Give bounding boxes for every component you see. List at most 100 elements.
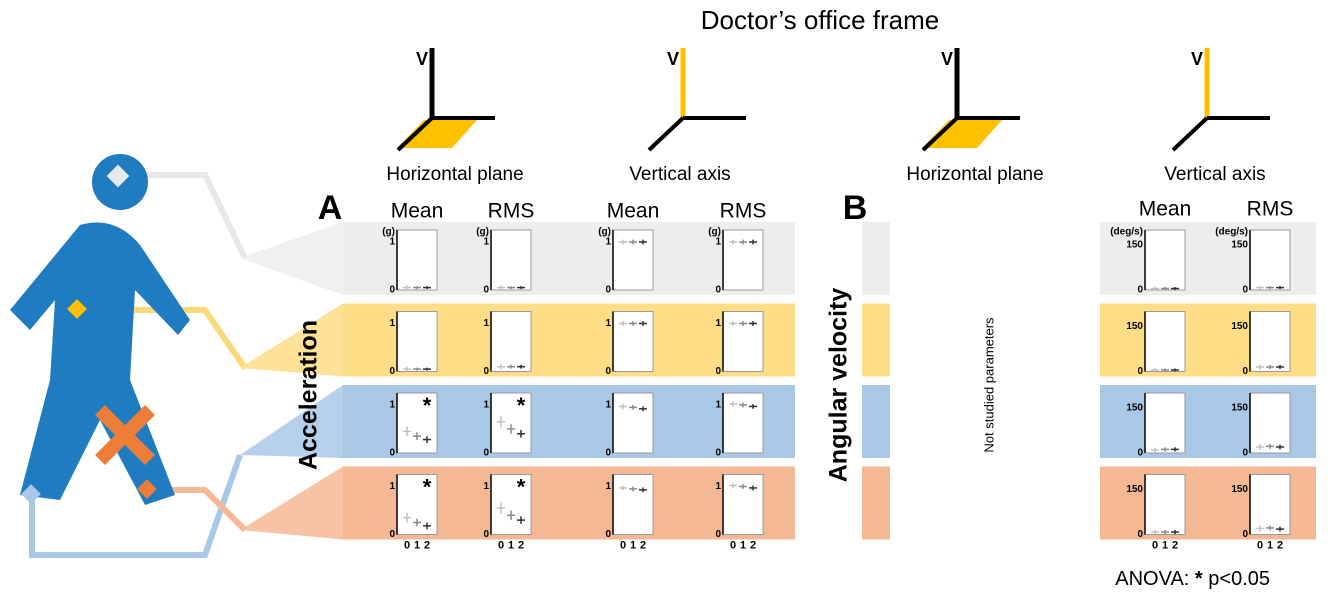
fan	[240, 467, 343, 540]
y-tick-label: 1	[605, 318, 611, 329]
x-tick-label: 0	[1257, 539, 1263, 551]
y-tick-label: 1	[605, 400, 611, 411]
x-tick-label: 2	[1172, 539, 1178, 551]
y-tick-label: 0	[1242, 366, 1248, 377]
x-tick-label: 1	[1162, 539, 1168, 551]
significance: *	[423, 393, 432, 418]
plane	[397, 120, 477, 148]
axis-label: V	[667, 49, 679, 69]
plane	[922, 120, 1002, 148]
y-tick-label: 150	[1231, 321, 1248, 332]
y-tick-label: 150	[1126, 321, 1143, 332]
y-tick-label: 0	[389, 366, 395, 377]
unit-label: (deg/s)	[1110, 227, 1143, 238]
plot-box	[1250, 230, 1290, 290]
x-tick-label: 2	[424, 539, 430, 551]
y-tick-label: 1	[715, 481, 721, 492]
y-tick-label: 0	[483, 448, 489, 459]
row-label: Acceleration	[295, 320, 323, 470]
x-tick-label: 0	[620, 539, 626, 551]
plot-box	[1145, 230, 1185, 290]
y-tick-label: 1	[483, 318, 489, 329]
plot-box	[491, 312, 531, 372]
y-tick-label: 0	[605, 448, 611, 459]
y-tick-label: 1	[715, 318, 721, 329]
walker	[10, 154, 245, 555]
y-tick-label: 0	[1242, 285, 1248, 296]
y-tick-label: 1	[389, 481, 395, 492]
y-tick-label: 1	[483, 237, 489, 248]
y-tick-label: 0	[1137, 285, 1143, 296]
plot-box	[397, 312, 437, 372]
figure: Doctor’s office frame ANOVA: * p<0.05 V H…	[0, 0, 1329, 597]
unit-label: (g)	[382, 227, 395, 238]
frame-label: Horizontal plane	[906, 164, 1043, 185]
title: Doctor’s office frame	[701, 5, 939, 35]
column-label: RMS	[1247, 198, 1294, 221]
plot-box	[613, 393, 653, 453]
x-tick-label: 1	[630, 539, 636, 551]
plot-box	[397, 230, 437, 290]
axis	[1173, 118, 1207, 150]
y-tick-label: 1	[605, 237, 611, 248]
panel-letter: B	[843, 189, 868, 227]
y-tick-label: 0	[1242, 529, 1248, 540]
plot-box	[723, 475, 763, 535]
axis	[649, 118, 683, 150]
x-tick-label: 2	[750, 539, 756, 551]
y-tick-label: 0	[483, 529, 489, 540]
y-tick-label: 150	[1231, 403, 1248, 414]
y-tick-label: 150	[1126, 484, 1143, 495]
unit-label: (g)	[476, 227, 489, 238]
unit-label: (deg/s)	[1215, 227, 1248, 238]
y-tick-label: 150	[1231, 240, 1248, 251]
y-tick-label: 1	[389, 318, 395, 329]
x-tick-label: 0	[404, 539, 410, 551]
y-tick-label: 0	[605, 366, 611, 377]
row-band	[862, 222, 890, 295]
column-label: RMS	[720, 200, 767, 223]
axis-label: V	[941, 49, 953, 69]
footer-star: *	[1195, 568, 1203, 590]
x-tick-label: 1	[414, 539, 420, 551]
column-label: Mean	[1139, 198, 1192, 221]
x-tick-label: 2	[1277, 539, 1283, 551]
plot-box	[613, 312, 653, 372]
y-tick-label: 1	[715, 400, 721, 411]
y-tick-label: 0	[605, 285, 611, 296]
footer: ANOVA: * p<0.05	[1115, 568, 1270, 590]
row-band	[862, 467, 890, 540]
axis-label: V	[1191, 49, 1203, 69]
y-tick-label: 0	[605, 529, 611, 540]
frame-label: Horizontal plane	[386, 164, 523, 185]
footer-text: p<0.05	[1208, 568, 1270, 590]
y-tick-label: 0	[389, 448, 395, 459]
plot-box	[1250, 312, 1290, 372]
y-tick-label: 0	[1137, 366, 1143, 377]
significance: *	[423, 474, 432, 499]
x-tick-label: 2	[518, 539, 524, 551]
y-tick-label: 0	[715, 529, 721, 540]
fan	[240, 222, 343, 295]
y-tick-label: 150	[1231, 484, 1248, 495]
y-tick-label: 0	[389, 529, 395, 540]
row-band	[862, 304, 890, 377]
plot-box	[723, 312, 763, 372]
column-label: Mean	[607, 200, 660, 223]
y-tick-label: 0	[715, 448, 721, 459]
x-tick-label: 0	[498, 539, 504, 551]
unit-label: (g)	[708, 227, 721, 238]
note: Not studied parameters	[981, 317, 996, 453]
unit-label: (g)	[598, 227, 611, 238]
significance: *	[517, 474, 526, 499]
x-tick-label: 1	[740, 539, 746, 551]
plot-box	[723, 393, 763, 453]
axis-label: V	[416, 49, 428, 69]
significance: *	[517, 393, 526, 418]
plot-box	[1145, 393, 1185, 453]
y-tick-label: 0	[1137, 448, 1143, 459]
y-tick-label: 0	[389, 285, 395, 296]
body	[10, 223, 190, 506]
y-tick-label: 150	[1126, 240, 1143, 251]
plot-box	[723, 230, 763, 290]
